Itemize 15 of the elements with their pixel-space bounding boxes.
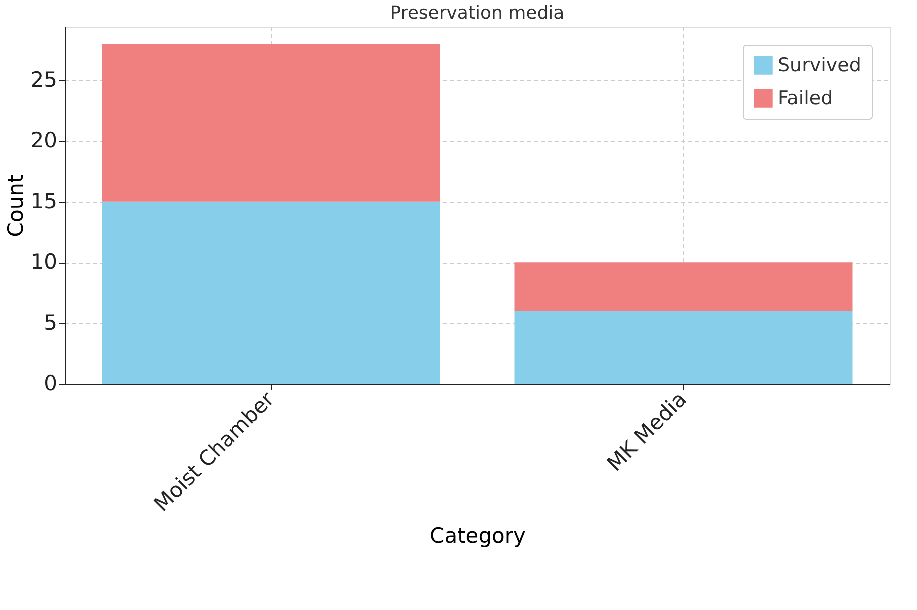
y-tick-label: 0 bbox=[44, 372, 58, 396]
y-tick-label: 25 bbox=[30, 68, 58, 92]
y-tick-label: 10 bbox=[30, 250, 58, 274]
bar bbox=[102, 202, 440, 384]
y-tick-label: 15 bbox=[30, 189, 58, 214]
x-axis-title: Category bbox=[430, 524, 526, 548]
y-tick-label: 20 bbox=[30, 128, 58, 153]
y-axis-title: Count bbox=[4, 174, 28, 238]
y-tick-label: 5 bbox=[44, 310, 58, 335]
legend-label: Survived bbox=[778, 54, 862, 76]
bar bbox=[514, 311, 853, 384]
bar bbox=[102, 44, 440, 202]
chart-title: Preservation media bbox=[390, 3, 565, 24]
bar bbox=[514, 262, 853, 312]
legend-label: Failed bbox=[778, 88, 834, 110]
